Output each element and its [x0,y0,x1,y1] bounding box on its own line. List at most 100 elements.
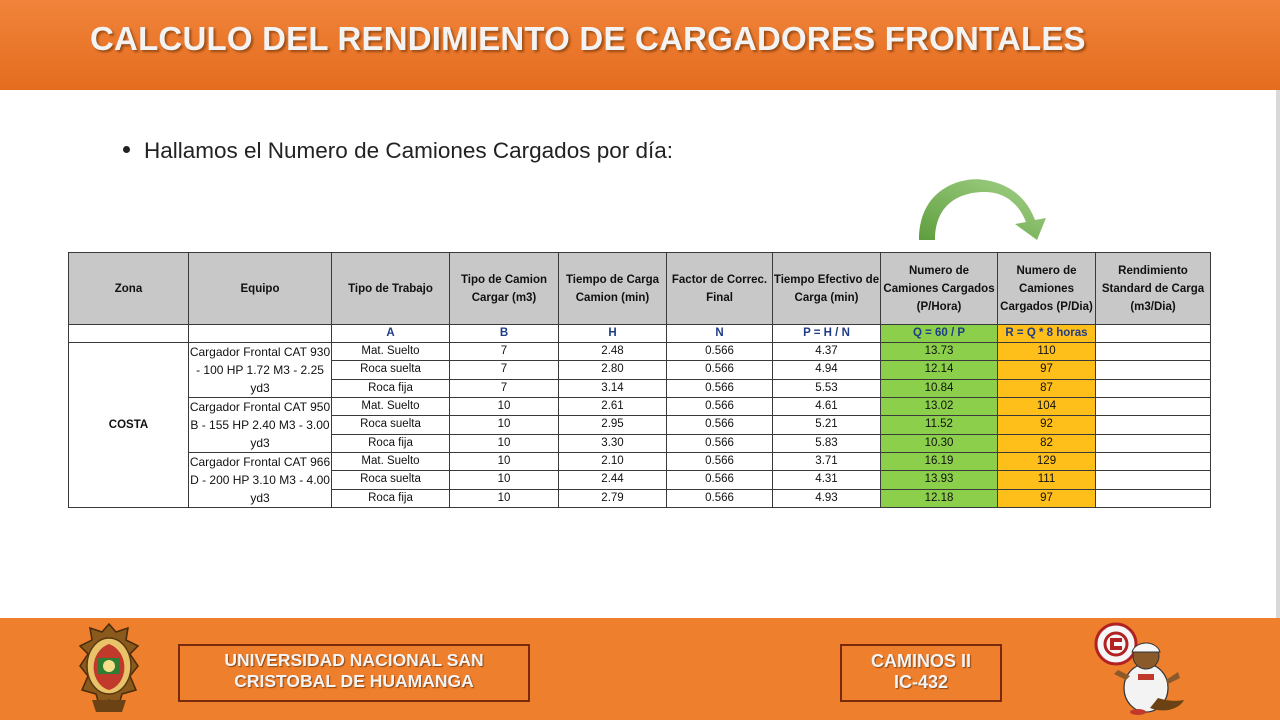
tipo-trabajo-cell: Mat. Suelto [331,341,450,362]
rendimiento-cell [1095,470,1211,490]
camiones-hora-cell: 12.14 [880,360,998,380]
factor-cell: 0.566 [666,415,773,435]
tiempo-carga-cell: 3.14 [558,378,667,399]
factor-cell: 0.566 [666,470,773,490]
tipo-camion-cell: 10 [449,415,559,435]
faculty-mascot-logo-icon [1094,622,1184,715]
formula-cell: B [449,324,559,343]
col-header-equipo: Equipo [188,252,332,325]
tiempo-carga-cell: 2.80 [558,360,667,380]
tipo-camion-cell: 10 [449,433,559,454]
table-row: Roca fija 10 3.30 0.566 5.83 10.30 82 [69,433,1211,454]
formula-cell: Q = 60 / P [880,324,998,343]
camiones-dia-cell: 97 [997,360,1096,380]
tiempo-efectivo-cell: 4.31 [772,470,881,490]
factor-cell: 0.566 [666,451,773,472]
col-header-camiones-hora: Numero de Camiones Cargados (P/Hora) [880,252,998,325]
camiones-hora-cell: 16.19 [880,451,998,472]
camiones-hora-cell: 13.73 [880,341,998,362]
rendimiento-cell [1095,378,1211,399]
formula-cell: P = H / N [772,324,881,343]
formula-cell: A [331,324,450,343]
tiempo-efectivo-cell: 3.71 [772,451,881,472]
tipo-trabajo-cell: Roca fija [331,488,450,509]
formula-cell: N [666,324,773,343]
col-header-tipo-camion: Tipo de Camion Cargar (m3) [449,252,559,325]
university-line-2: CRISTOBAL DE HUAMANGA [234,671,474,691]
university-name-box: UNIVERSIDAD NACIONAL SAN CRISTOBAL DE HU… [178,644,530,702]
slide-edge-divider [1276,90,1280,618]
col-header-camiones-dia: Numero de Camiones Cargados (P/Dia) [997,252,1096,325]
bullet-dot-icon [123,145,130,153]
rendimiento-cell [1095,488,1211,509]
tiempo-carga-cell: 2.48 [558,341,667,362]
course-line-2: IC-432 [893,672,949,692]
factor-cell: 0.566 [666,396,773,417]
intro-bullet-text: Hallamos el Numero de Camiones Cargados … [144,138,674,163]
col-header-tiempo-carga: Tiempo de Carga Camion (min) [558,252,667,325]
tipo-trabajo-cell: Roca suelta [331,470,450,490]
table-row: Roca fija 10 2.79 0.566 4.93 12.18 97 [69,488,1211,509]
col-header-rendimiento: Rendimiento Standard de Carga (m3/Dia) [1095,252,1211,325]
factor-cell: 0.566 [666,341,773,362]
factor-cell: 0.566 [666,378,773,399]
tipo-trabajo-cell: Roca suelta [331,415,450,435]
rendimiento-cell [1095,415,1211,435]
table-header-row: Zona Equipo Tipo de Trabajo Tipo de Cami… [68,252,1211,325]
camiones-hora-cell: 10.30 [880,433,998,454]
col-header-factor: Factor de Correc. Final [666,252,773,325]
camiones-hora-cell: 11.52 [880,415,998,435]
tiempo-carga-cell: 2.44 [558,470,667,490]
factor-cell: 0.566 [666,360,773,380]
tipo-trabajo-cell: Roca fija [331,378,450,399]
formula-cell [68,324,189,343]
calculation-table: Zona Equipo Tipo de Trabajo Tipo de Cami… [68,252,1211,509]
tipo-camion-cell: 10 [449,470,559,490]
camiones-hora-cell: 13.02 [880,396,998,417]
camiones-dia-cell: 129 [997,451,1096,472]
camiones-dia-cell: 87 [997,378,1096,399]
equipo-cell: Cargador Frontal CAT 930 - 100 HP 1.72 M… [188,342,332,398]
page-title: CALCULO DEL RENDIMIENTO DE CARGADORES FR… [90,20,1086,57]
tiempo-carga-cell: 2.10 [558,451,667,472]
zona-cell: COSTA [68,342,189,508]
tipo-trabajo-cell: Mat. Suelto [331,396,450,417]
course-box: CAMINOS II IC-432 [840,644,1002,702]
tiempo-efectivo-cell: 5.53 [772,378,881,399]
equipo-cell: Cargador Frontal CAT 950 B - 155 HP 2.40… [188,397,332,453]
formula-cell [1095,324,1211,343]
footer-bar: UNIVERSIDAD NACIONAL SAN CRISTOBAL DE HU… [0,618,1280,720]
tiempo-carga-cell: 2.95 [558,415,667,435]
tiempo-efectivo-cell: 5.21 [772,415,881,435]
rendimiento-cell [1095,360,1211,380]
camiones-dia-cell: 92 [997,415,1096,435]
course-line-1: CAMINOS II [870,651,971,671]
rendimiento-cell [1095,396,1211,417]
tipo-camion-cell: 7 [449,360,559,380]
tipo-trabajo-cell: Mat. Suelto [331,451,450,472]
curved-arrow-icon [919,179,1046,240]
tiempo-carga-cell: 2.61 [558,396,667,417]
camiones-hora-cell: 13.93 [880,470,998,490]
formula-cell [188,324,332,343]
table-row: Cargador Frontal CAT 950 B - 155 HP 2.40… [69,396,1211,453]
tiempo-efectivo-cell: 4.37 [772,341,881,362]
tiempo-carga-cell: 2.79 [558,488,667,509]
rendimiento-cell [1095,451,1211,472]
camiones-dia-cell: 110 [997,341,1096,362]
camiones-dia-cell: 104 [997,396,1096,417]
table-row: Roca suelta 10 2.44 0.566 4.31 13.93 111 [69,470,1211,490]
tiempo-carga-cell: 3.30 [558,433,667,454]
rendimiento-cell [1095,433,1211,454]
factor-cell: 0.566 [666,488,773,509]
header-bar: CALCULO DEL RENDIMIENTO DE CARGADORES FR… [0,0,1280,90]
tipo-camion-cell: 7 [449,341,559,362]
tipo-camion-cell: 10 [449,488,559,509]
factor-cell: 0.566 [666,433,773,454]
formula-cell: R = Q * 8 horas [997,324,1096,343]
rendimiento-cell [1095,341,1211,362]
tiempo-efectivo-cell: 4.61 [772,396,881,417]
table-row: Roca fija 7 3.14 0.566 5.53 10.84 87 [69,378,1211,399]
tipo-trabajo-cell: Roca suelta [331,360,450,380]
formula-cell: H [558,324,667,343]
